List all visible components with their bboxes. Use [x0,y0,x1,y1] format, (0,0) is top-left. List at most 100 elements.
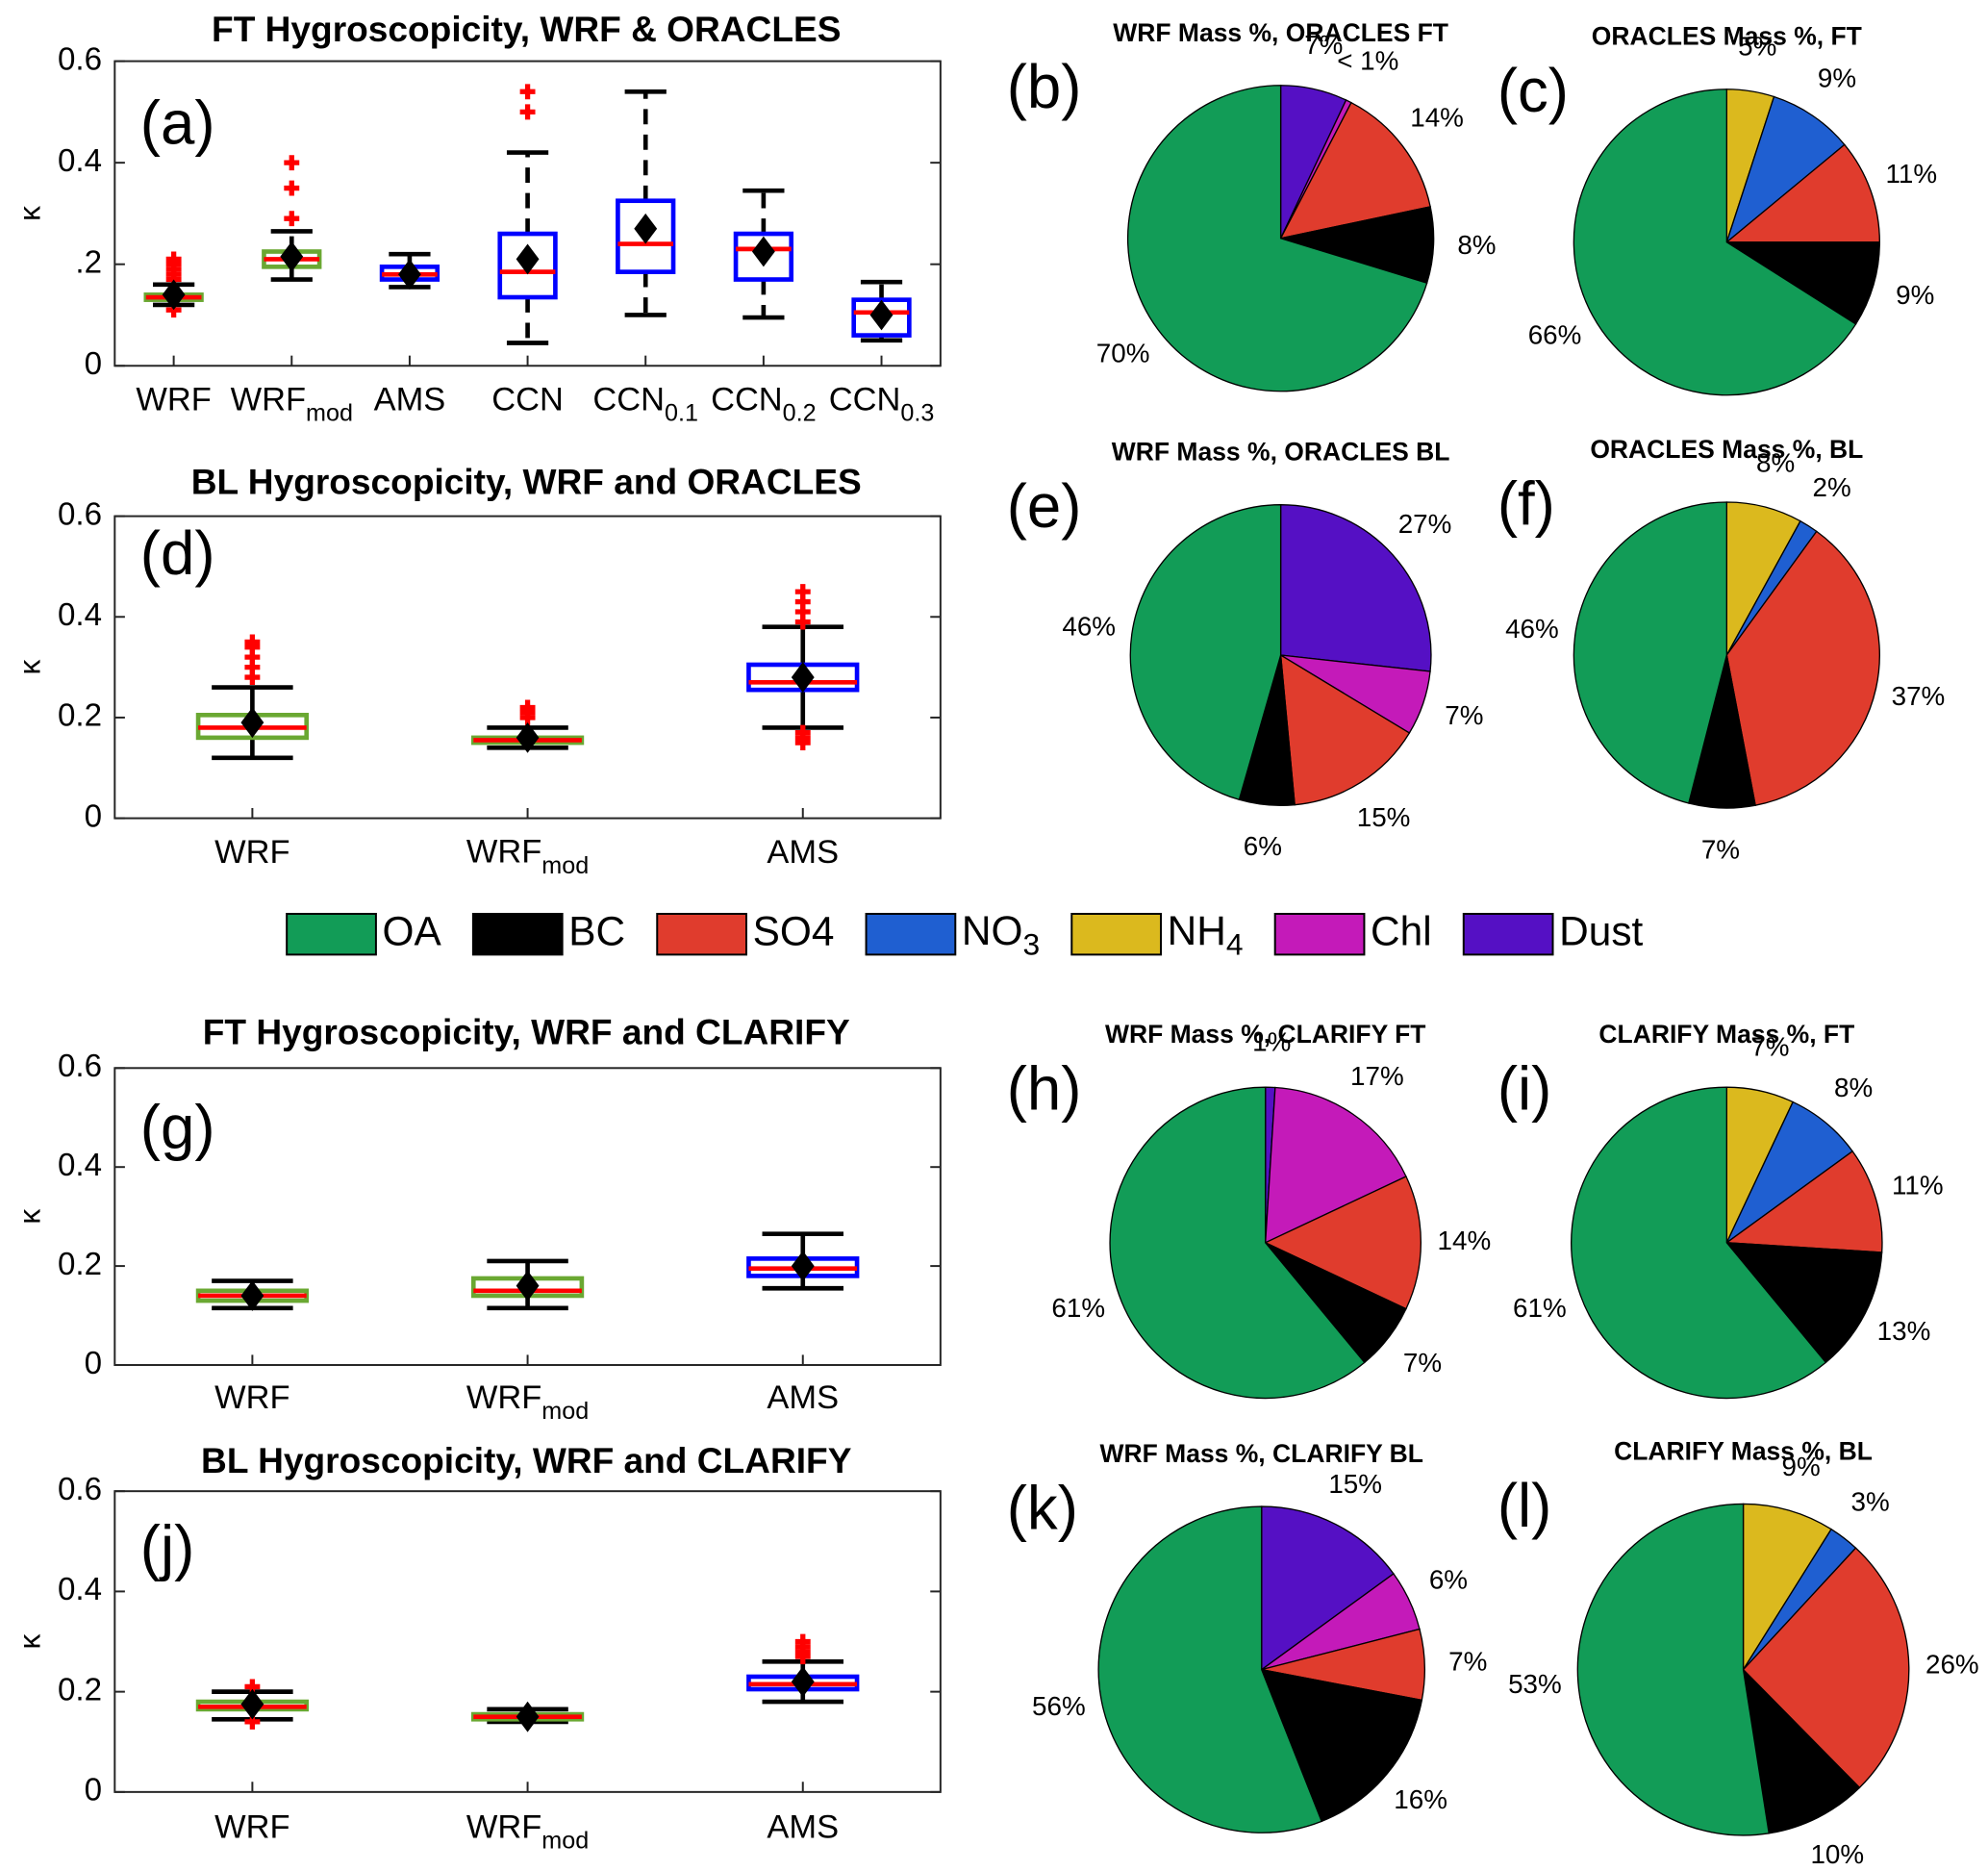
pie-slice [1725,95,1846,244]
mean-marker [516,1270,540,1302]
slice-label: 27% [1398,509,1452,539]
y-tick-label: 0 [85,798,102,834]
slice-label: 9% [1818,63,1856,92]
y-tick-label: 0.2 [58,698,102,734]
legend-swatch [1273,912,1366,956]
outlier [284,211,300,227]
x-tick-label: AMS [767,834,839,871]
slice-label: 13% [1877,1316,1931,1346]
outlier [519,104,536,120]
x-tick-label-sub: 0.1 [665,399,698,426]
panel-label: (c) [1497,57,1569,125]
legend-swatch [471,912,564,956]
x-tick-label: AMS [767,1808,839,1845]
slice-label: < 1% [1337,45,1398,75]
x-tick-label-base: WRF [231,381,306,417]
plot-frame [113,1490,942,1793]
y-tick-label: 0.4 [58,1572,102,1607]
pie-slice [1261,1505,1395,1671]
outlier [794,1633,811,1650]
x-tick-label: WRFmod [466,1808,589,1854]
slice-label: 1% [1252,1027,1291,1057]
legend-label-sub: 3 [1022,927,1040,962]
x-tick-label: AMS [374,381,446,417]
x-tick-label-sub: mod [541,1398,589,1425]
legend-swatch [865,912,957,956]
pie-slice [1742,1503,1832,1672]
slice-label: 7% [1701,834,1740,864]
mean-marker [869,299,893,331]
panel-label: (i) [1497,1055,1551,1124]
slice-label: 56% [1032,1691,1086,1721]
slice-label: 7% [1448,1646,1487,1676]
x-tick-label-base: WRF [466,1808,541,1845]
slice-label: 70% [1096,338,1150,367]
panel-label: (k) [1007,1474,1078,1542]
mean-marker [791,1666,815,1698]
y-tick-label: 0.4 [58,1148,102,1183]
chart-title: BL Hygroscopicity, WRF and ORACLES [191,461,862,501]
outlier [165,251,182,267]
x-tick-label-base: WRF [466,1379,541,1416]
chart-title: BL Hygroscopicity, WRF and CLARIFY [201,1440,852,1480]
slice-label: 61% [1513,1293,1567,1323]
slice-label: 16% [1394,1784,1447,1814]
y-tick-label: 0.6 [58,496,102,532]
panel-label: (e) [1007,472,1082,541]
x-tick-label-sub: 0.2 [783,399,817,426]
slice-label: 5% [1738,32,1776,62]
pie-slice [1260,1668,1423,1823]
panel-label: (j) [140,1514,194,1582]
x-tick-label: CCN0.3 [829,381,935,426]
slice-label: 6% [1429,1565,1468,1595]
pie-slice [1724,143,1880,243]
mean-marker [397,259,421,291]
slice-label: 8% [1756,448,1795,478]
slice-label: 8% [1834,1073,1873,1102]
mean-marker [516,1701,540,1732]
panel-label: (a) [140,88,215,157]
pie-slice [1742,1547,1910,1789]
x-tick-label: WRFmod [466,834,589,879]
slice-label: 3% [1851,1486,1890,1516]
slice-label: 66% [1528,319,1582,349]
y-tick-label: 0.6 [58,41,102,77]
pie-title: WRF Mass %, ORACLES FT [1113,18,1448,47]
pie-slice [1126,85,1428,392]
mean-marker [240,707,264,739]
legend-label-base: NO [962,908,1023,953]
y-tick-label: 0.4 [58,143,102,179]
x-tick-label-base: WRF [466,834,541,871]
legend-label-sub: 4 [1226,927,1244,962]
legend-label: Dust [1559,908,1643,953]
slice-label: 11% [1892,1170,1944,1200]
pie-title: CLARIFY Mass %, BL [1614,1436,1873,1465]
slice-label: 61% [1051,1293,1105,1323]
slice-label: 14% [1410,103,1464,133]
slice-label: 46% [1505,614,1559,644]
pie-slice [1573,501,1727,804]
legend-label: Chl [1371,908,1432,953]
slice-label: 7% [1304,30,1343,60]
y-axis-label: κ [13,206,47,221]
mean-marker [791,662,815,693]
slice-label: 14% [1438,1226,1492,1255]
mean-marker [791,1251,815,1281]
pie-slice [1279,653,1411,806]
slice-label: 26% [1925,1650,1979,1680]
pie-slice [1264,1176,1422,1310]
x-tick-label-base: CCN [592,381,665,417]
slice-label: 6% [1244,831,1282,861]
x-tick-label: WRF [136,381,211,417]
slice-label: 9% [1781,1452,1820,1481]
pie-title: ORACLES Mass %, BL [1590,435,1863,464]
pie-slice [1724,1150,1883,1253]
slice-label: 53% [1508,1669,1562,1699]
x-tick-label-sub: mod [541,852,589,879]
outlier [794,724,811,741]
mean-marker [240,1280,264,1311]
slice-label: 46% [1062,611,1116,641]
pie-slice [1097,1505,1323,1833]
legend-label: NO3 [962,908,1040,961]
y-tick-label: .2 [75,244,102,280]
